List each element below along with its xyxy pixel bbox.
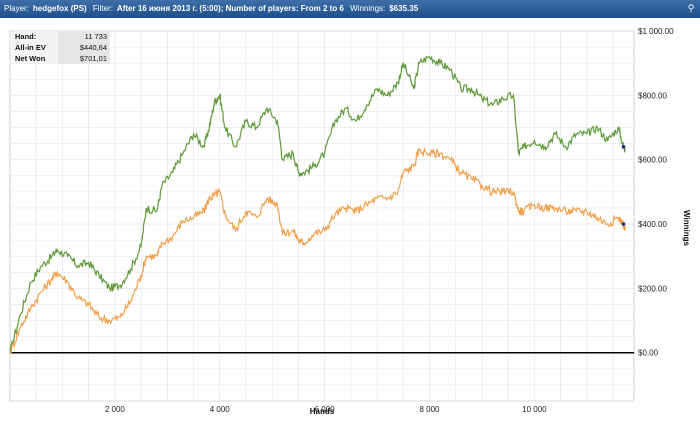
- series-group: [9, 55, 626, 355]
- stats-table: Hand: 11 733 All-in EV $440,64 Net Won $701,0…: [12, 31, 110, 64]
- x-axis: 2 000 4 000 6 000 8 000 10 000: [105, 405, 547, 414]
- x-tick-label: 6 000: [315, 405, 336, 414]
- stat-value: $440,64: [58, 42, 110, 53]
- stat-label: All-in EV: [12, 42, 58, 53]
- x-tick-label: 2 000: [105, 405, 126, 414]
- stats-row: Hand: 11 733: [12, 31, 110, 42]
- player-name: hedgefox (PS): [32, 4, 87, 13]
- plot-area: [9, 30, 635, 402]
- x-tick-label: 8 000: [419, 405, 440, 414]
- series-line-net-won: [9, 55, 626, 353]
- series-end-marker-net-won: [621, 145, 626, 149]
- stat-label: Hand:: [12, 31, 58, 42]
- y-tick-label: $800.00: [638, 91, 667, 100]
- x-tick-label: 4 000: [210, 405, 231, 414]
- x-tick-label: 10 000: [522, 405, 547, 414]
- grid-lines: [10, 30, 634, 402]
- chart-header-bar: Player: hedgefox (PS) Filter: After 16 июн…: [0, 0, 700, 18]
- winnings-value: $635.35: [389, 4, 419, 13]
- y-tick-label: $1 000.00: [638, 27, 674, 36]
- y-axis-title: Winnings: [682, 210, 691, 246]
- winnings-label: Winnings:: [350, 4, 386, 13]
- y-tick-label: $200.00: [638, 284, 667, 293]
- y-axis: $0.00 $200.00 $400.00 $600.00 $800.00 $1 000.…: [638, 27, 674, 358]
- y-tick-label: $400.00: [638, 220, 667, 229]
- stat-label: Net Won: [12, 53, 58, 64]
- filter-label: Filter:: [92, 4, 113, 13]
- stat-value: $701,01: [58, 53, 110, 64]
- filter-value: After 16 июня 2013 г. (5:00); Number of …: [116, 4, 344, 13]
- y-tick-label: $600.00: [638, 156, 667, 165]
- stats-row: Net Won $701,01: [12, 53, 110, 64]
- x-axis-title: Hands: [310, 407, 335, 416]
- series-line-all-in-ev: [9, 146, 626, 355]
- player-label: Player:: [4, 4, 29, 13]
- y-tick-label: $0.00: [638, 349, 659, 358]
- stats-row: All-in EV $440,64: [12, 42, 110, 53]
- winnings-chart: $0.00 $200.00 $400.00 $600.00 $800.00 $1 000.…: [9, 27, 691, 416]
- series-end-marker-all-in-ev: [621, 222, 626, 226]
- stat-value: 11 733: [58, 31, 110, 42]
- pin-icon[interactable]: ⚲: [687, 3, 695, 13]
